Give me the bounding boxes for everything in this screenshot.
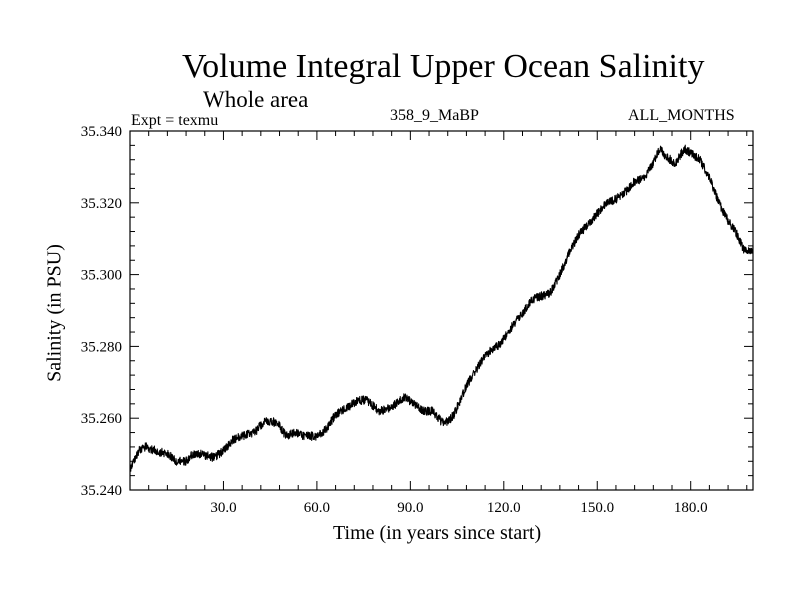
chart-subtitle: Whole area <box>203 87 309 112</box>
y-tick-label: 35.280 <box>81 339 122 355</box>
x-tick-label: 90.0 <box>397 500 423 516</box>
experiment-label: Expt = texmu <box>131 112 219 129</box>
months-label: ALL_MONTHS <box>628 107 735 124</box>
y-tick-label: 35.240 <box>81 483 122 499</box>
plot-frame <box>129 130 754 491</box>
x-tick-label: 30.0 <box>210 500 236 516</box>
y-tick-label: 35.300 <box>81 268 122 284</box>
salinity-series-line <box>129 144 754 472</box>
x-axis-label: Time (in years since start) <box>333 522 542 544</box>
x-tick-label: 120.0 <box>487 500 521 516</box>
y-tick-label: 35.320 <box>81 196 122 212</box>
y-tick-label: 35.260 <box>81 411 122 427</box>
run-label: 358_9_MaBP <box>390 107 479 124</box>
chart-title: Volume Integral Upper Ocean Salinity <box>182 48 705 85</box>
y-tick-label: 35.340 <box>81 124 122 140</box>
x-tick-label: 150.0 <box>580 500 614 516</box>
x-tick-label: 60.0 <box>304 500 330 516</box>
x-tick-label: 180.0 <box>674 500 708 516</box>
